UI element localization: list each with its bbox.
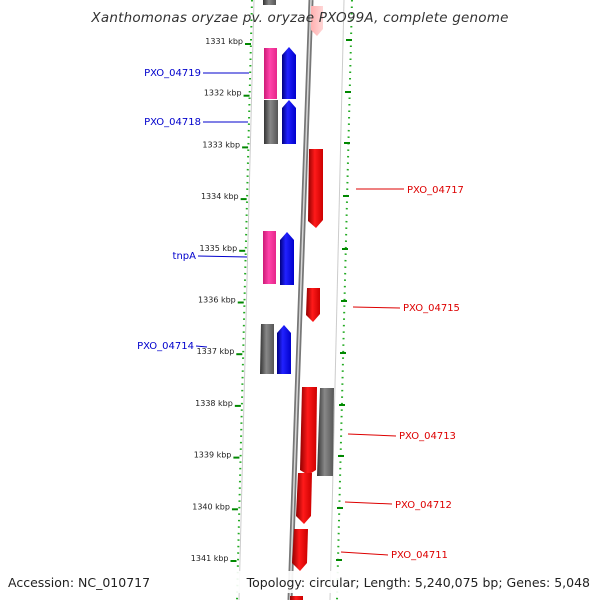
kbp-tick-label: 1332 kbp [204,89,242,98]
kbp-tick-label: 1337 kbp [197,347,235,356]
feature-pair-tnpA [263,231,294,285]
gene-label-left: PXO_04714 [137,341,194,352]
accession-label: Accession: NC_010717 [8,575,151,590]
kbp-tick-label: 1333 kbp [202,140,240,149]
backbone-inner [289,0,312,600]
gene-label-right: PXO_04711 [391,550,448,561]
kbp-tick-label: 1335 kbp [199,244,237,253]
gene-cog-gray [260,324,274,374]
right-label-leaders [340,188,404,556]
gene-blue-arrow [282,100,296,144]
gene-partial-red-top [311,6,323,36]
feature-panel-right-edge [329,0,345,600]
kbp-tick-label: 1334 kbp [201,192,239,201]
gene-red-04711 [292,529,308,571]
gene-red-04715 [306,288,320,322]
gene-red-04717 [308,149,323,228]
map-title: Xanthomonas oryzae pv. oryzae PXO99A, co… [91,10,509,26]
kbp-tick-label: 1336 kbp [198,296,236,305]
kbp-tick-label: 1338 kbp [195,399,233,408]
kbp-tick-label: 1340 kbp [192,502,230,511]
gene-blue-arrow [277,325,291,374]
gene-label-right: PXO_04713 [399,431,456,442]
gene-label-left: tnpA [173,251,197,262]
gene-cog-pink [263,231,276,284]
gene-red-04713 [300,387,317,475]
gene-cog-pink [264,48,277,99]
gene-partial-gray-top [263,0,276,5]
feature-panel-left-edge [238,0,255,600]
footer-backdrop [0,571,600,593]
feature-pair-04714 [260,324,291,374]
gene-label-right: PXO_04712 [395,500,452,511]
gene-label-left: PXO_04718 [144,117,201,128]
gene-blue-arrow [280,232,294,285]
kbp-tick-label: 1331 kbp [205,37,243,46]
kbp-ticks: 1331 kbp 1332 kbp 1333 kbp 1334 kbp 1335 kbp… [191,37,251,563]
gene-label-right: PXO_04715 [403,303,460,314]
gene-cog-gray [264,100,278,144]
genome-summary-label: Topology: circular; Length: 5,240,075 bp… [246,575,590,590]
gene-red-04712 [296,473,312,524]
gene-label-left: PXO_04719 [144,68,201,79]
tick-track-left [236,0,253,600]
gene-label-right: PXO_04717 [407,185,464,196]
right-tick-marks [336,39,352,561]
gene-blue-arrow [282,47,296,99]
gene-gray-04713b [317,388,334,476]
feature-pair-04719 [264,47,296,99]
kbp-tick-label: 1341 kbp [191,554,229,563]
kbp-tick-label: 1339 kbp [194,451,232,460]
feature-pair-04718 [264,100,296,144]
left-label-leaders [195,72,249,348]
gene-red-bottom-partial [290,596,303,600]
